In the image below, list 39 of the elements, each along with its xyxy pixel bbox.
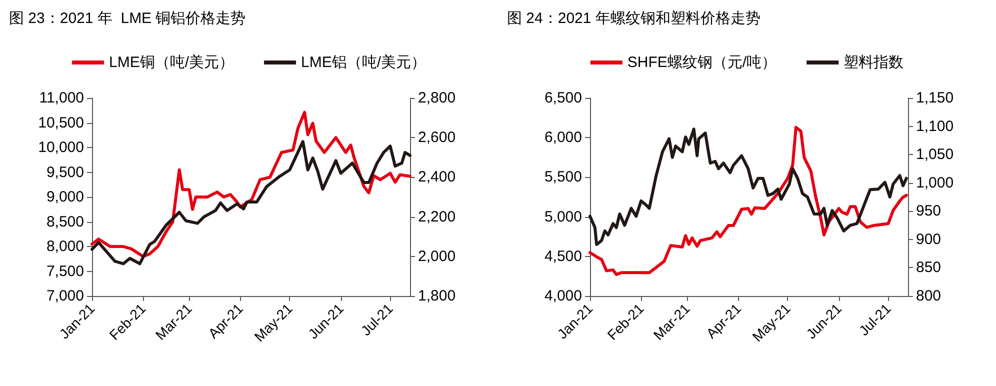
line-series bbox=[588, 126, 908, 276]
y2-tick-label: 900 bbox=[916, 230, 942, 248]
y2-tick-label: 1,800 bbox=[418, 288, 456, 304]
y2-tick-label: 2,400 bbox=[418, 168, 456, 186]
y-tick-label: 8,000 bbox=[46, 238, 84, 255]
legend-label: 塑料指数 bbox=[844, 54, 904, 71]
y2-tick-label: 800 bbox=[916, 288, 942, 304]
legend-label: SHFE螺纹钢（元/吨） bbox=[627, 54, 777, 71]
y-tick-label: 11,000 bbox=[39, 90, 84, 106]
y-tick-label: 6,500 bbox=[544, 90, 582, 106]
y-tick-label: 10,500 bbox=[38, 114, 84, 132]
y2-tick-label: 2,200 bbox=[418, 208, 456, 226]
y2-tick-label: 1,050 bbox=[916, 146, 954, 164]
line-series bbox=[588, 128, 908, 246]
y-tick-label: 7,000 bbox=[46, 288, 84, 304]
y-tick-label: 4,000 bbox=[544, 288, 582, 304]
y-tick-label: 9,500 bbox=[46, 164, 84, 181]
y-tick-label: 5,000 bbox=[544, 208, 582, 226]
y2-tick-label: 850 bbox=[916, 259, 942, 276]
chart-title: 图 24：2021 年螺纹钢和塑料价格走势 bbox=[507, 10, 760, 27]
legend-label: LME铜（吨/美元） bbox=[108, 54, 234, 71]
y2-tick-label: 1,000 bbox=[916, 174, 954, 192]
y2-tick-label: 1,150 bbox=[916, 90, 954, 106]
y-tick-label: 9,000 bbox=[46, 188, 84, 206]
y-tick-label: 6,000 bbox=[544, 129, 582, 146]
line-series bbox=[90, 140, 412, 266]
y2-tick-label: 2,800 bbox=[418, 90, 456, 106]
y-tick-label: 8,500 bbox=[46, 213, 84, 230]
y2-tick-label: 2,000 bbox=[418, 248, 456, 265]
y2-tick-label: 950 bbox=[916, 202, 942, 220]
y-tick-label: 10,000 bbox=[38, 139, 84, 156]
y-tick-label: 5,500 bbox=[544, 168, 582, 186]
y-tick-label: 4,500 bbox=[544, 248, 582, 265]
legend-label: LME铝（吨/美元） bbox=[301, 54, 426, 71]
y2-tick-label: 1,100 bbox=[916, 118, 954, 135]
y2-tick-label: 2,600 bbox=[418, 129, 456, 146]
chart-title: 图 23：2021 年 LME 铜铝价格走势 bbox=[9, 10, 246, 27]
line-series bbox=[90, 110, 412, 258]
y-tick-label: 7,500 bbox=[46, 262, 84, 280]
